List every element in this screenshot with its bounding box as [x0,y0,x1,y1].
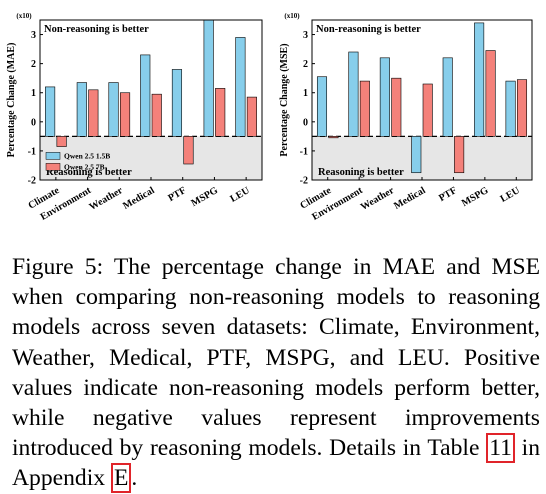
y-tick-label: -2 [300,176,308,187]
bar-qwen-2-5-1-5b-leu [235,37,246,137]
appendix-reference-link[interactable]: E [110,463,132,494]
x-tick-label: PTF [166,185,188,204]
y-tick-label: 0 [303,117,308,128]
bar-qwen-2-5-1-5b-medical [140,54,151,137]
legend-label: Qwen 2.5 1.5B [64,151,110,160]
y-tick-label: -1 [300,146,308,157]
x-tick-label: LEU [228,185,251,205]
y-axis-label: Percentage Change (MSE) [279,43,290,156]
non-reasoning-better-label: Non-reasoning is better [316,24,421,35]
x-tick-label: Medical [121,185,157,212]
legend-label: Qwen 2.5 7B [64,162,105,171]
legend-swatch [45,152,61,160]
bar-qwen-2-5-7b-medical [422,83,433,137]
y-tick-label: 1 [31,88,36,99]
bar-qwen-2-5-7b-mspg [215,88,226,137]
y-axis-label: Percentage Change (MAE) [6,43,17,158]
bar-qwen-2-5-7b-environment [359,80,370,137]
mae-chart: -2-10123ClimateEnvironmentWeatherMedical… [6,12,263,223]
y-scale-note: (x10) [284,12,300,20]
reasoning-better-region [40,136,262,180]
bar-qwen-2-5-7b-ptf [454,136,465,174]
mse-chart: -2-10123ClimateEnvironmentWeatherMedical… [279,12,533,223]
bar-qwen-2-5-1-5b-weather [379,57,390,137]
bar-qwen-2-5-7b-medical [151,93,162,137]
x-tick-label: LEU [498,185,521,205]
figure-caption: Figure 5: The percentage change in MAE a… [12,252,540,494]
reasoning-better-label: Reasoning is better [318,167,404,178]
caption-text: Figure 5: The percentage change in MAE a… [12,254,540,462]
bar-qwen-2-5-7b-leu [516,79,528,137]
x-tick-label: MSPG [460,185,491,209]
y-tick-label: 3 [303,30,308,41]
y-tick-label: 2 [31,59,36,70]
reasoning-better-region [312,136,532,180]
x-tick-label: PTF [437,185,459,204]
table-reference-link[interactable]: 11 [486,433,515,464]
bar-qwen-2-5-1-5b-ptf [171,69,183,137]
bar-qwen-2-5-1-5b-weather [108,82,119,137]
bar-qwen-2-5-1-5b-mspg [203,19,214,137]
bar-qwen-2-5-7b-climate [56,136,67,147]
y-tick-label: 0 [31,117,36,128]
y-tick-label: 1 [303,88,308,99]
bar-qwen-2-5-1-5b-climate [45,86,56,137]
bar-qwen-2-5-7b-climate [328,136,339,139]
bar-qwen-2-5-7b-ptf [183,136,194,165]
x-tick-label: MSPG [189,185,220,209]
bar-qwen-2-5-1-5b-climate [316,76,328,137]
legend-swatch [45,163,61,171]
caption-text-middle: in Appendix [12,435,540,492]
y-scale-note: (x10) [16,12,32,20]
bar-qwen-2-5-1-5b-medical [411,136,422,174]
caption-text-end: . [131,465,138,492]
bar-qwen-2-5-7b-weather [391,77,402,137]
y-tick-label: -1 [28,146,36,157]
reasoning-better-label: Reasoning is better [46,167,132,178]
x-tick-label: Medical [392,185,428,212]
bar-qwen-2-5-7b-leu [246,96,257,137]
y-tick-label: 3 [31,30,36,41]
bar-qwen-2-5-7b-mspg [485,50,496,137]
x-tick-label: Weather [88,185,126,213]
bar-qwen-2-5-1-5b-environment [76,82,87,137]
y-tick-label: -2 [28,176,36,187]
y-tick-label: 2 [303,59,308,70]
bar-qwen-2-5-7b-environment [88,89,99,137]
bar-qwen-2-5-1-5b-leu [505,80,516,137]
x-tick-label: Weather [359,185,397,213]
bar-qwen-2-5-1-5b-ptf [442,57,453,137]
bar-qwen-2-5-1-5b-mspg [474,22,485,137]
bar-qwen-2-5-1-5b-environment [348,51,359,137]
bar-qwen-2-5-7b-weather [119,92,131,137]
non-reasoning-better-label: Non-reasoning is better [44,24,149,35]
